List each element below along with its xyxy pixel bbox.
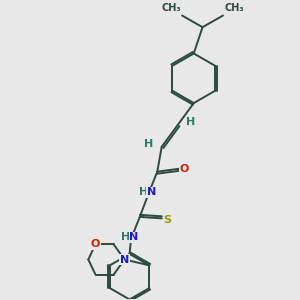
Text: H: H [186, 117, 195, 127]
Text: S: S [164, 215, 172, 225]
Text: O: O [91, 239, 100, 249]
Text: O: O [180, 164, 189, 174]
Text: CH₃: CH₃ [161, 3, 181, 13]
Text: CH₃: CH₃ [224, 3, 244, 13]
Text: H: H [139, 187, 148, 197]
Text: H: H [144, 139, 154, 149]
Text: N: N [129, 232, 139, 242]
Text: N: N [147, 187, 156, 197]
Text: N: N [120, 254, 129, 265]
Text: H: H [121, 232, 130, 242]
